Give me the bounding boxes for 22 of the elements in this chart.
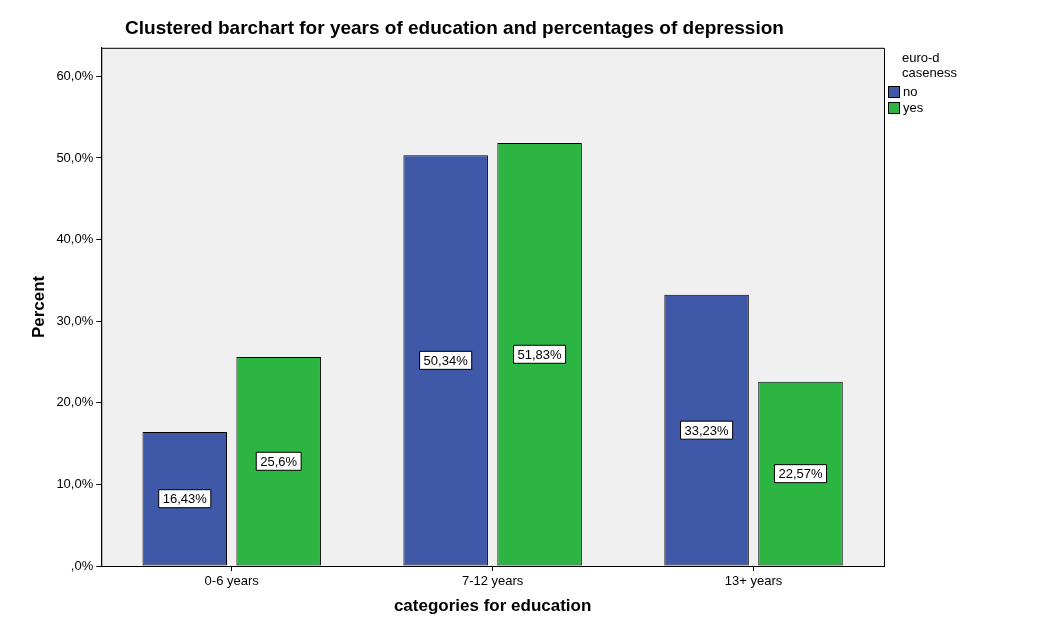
data-label: 22,57% [778,466,823,482]
y-tick-label: 10,0% [56,475,94,491]
x-tick-label: 0-6 years [204,573,260,589]
x-tick-label: 13+ years [724,573,783,589]
data-label: 16,43% [162,491,208,507]
data-label: 50,34% [423,352,469,368]
y-tick-label: 20,0% [56,394,94,410]
data-label: 25,6% [260,453,298,469]
data-label: 51,83% [517,346,563,362]
x-axis-title: categories for education [393,596,592,616]
y-tick-label: 30,0% [56,312,94,328]
legend-label: yes [903,100,924,116]
x-tick-label: 7-12 years [461,573,524,589]
y-tick-label: ,0% [70,557,94,573]
y-tick-label: 40,0% [56,231,94,247]
y-tick-label: 50,0% [56,149,94,165]
y-tick-label: 60,0% [56,67,94,83]
legend-title: euro-d caseness [901,50,958,80]
y-axis-title: Percent [28,275,48,339]
data-label: 33,23% [684,422,730,438]
legend-label: no [903,84,918,100]
chart-title: Clustered barchart for years of education and percentages of depression [125,16,784,38]
